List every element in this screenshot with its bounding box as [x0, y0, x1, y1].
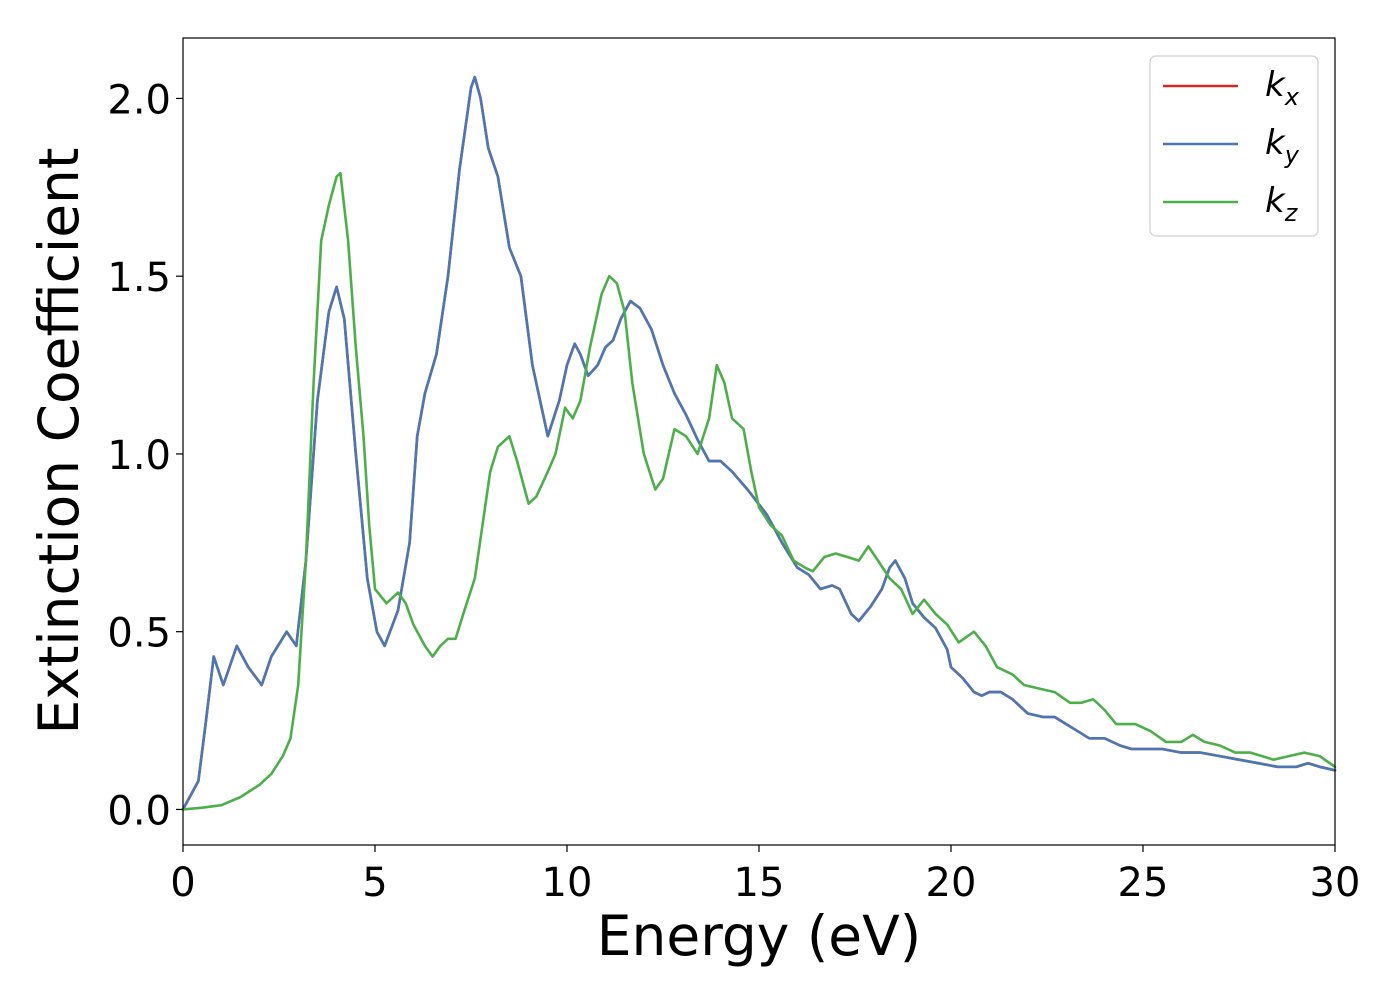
- legend-label-z: kz: [1265, 181, 1299, 227]
- y-tick-label: 2.0: [107, 77, 171, 123]
- x-tick-label: 0: [170, 860, 195, 906]
- series-layer: [181, 75, 1337, 811]
- x-tick-label: 15: [734, 860, 785, 906]
- legend-box: [1149, 55, 1319, 237]
- x-axis-ticks: 0 5 10 15 20 25 30: [170, 845, 1360, 906]
- y-axis-title: Extinction Coefficient: [27, 148, 91, 735]
- legend-label-x: kx: [1265, 65, 1300, 111]
- x-tick-label: 10: [542, 860, 593, 906]
- x-tick-label: 25: [1118, 860, 1169, 906]
- legend: kx ky kz: [1149, 55, 1319, 237]
- series-line-y: [181, 75, 1337, 811]
- y-tick-label: 1.0: [107, 433, 171, 479]
- x-axis-title: Energy (eV): [597, 904, 921, 968]
- y-tick-label: 1.5: [107, 255, 171, 301]
- x-tick-label: 20: [926, 860, 977, 906]
- series-line-z: [181, 171, 1337, 811]
- x-tick-label: 5: [362, 860, 387, 906]
- x-tick-label: 30: [1310, 860, 1361, 906]
- y-axis-ticks: 0.0 0.5 1.0 1.5 2.0: [107, 77, 183, 834]
- legend-label-y: ky: [1265, 123, 1300, 169]
- y-tick-label: 0.0: [107, 788, 171, 834]
- y-tick-label: 0.5: [107, 611, 171, 657]
